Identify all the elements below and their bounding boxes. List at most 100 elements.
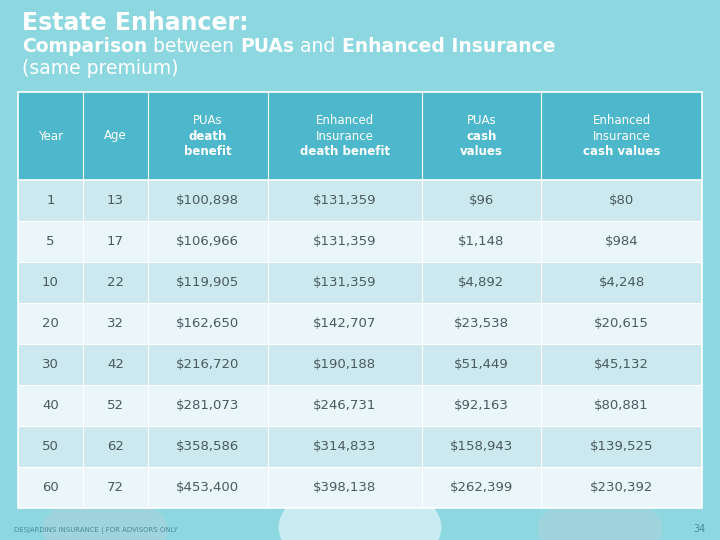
Bar — [18, 180, 702, 221]
Text: death: death — [189, 130, 227, 143]
Bar — [18, 426, 702, 467]
Text: and: and — [294, 37, 341, 56]
Text: 22: 22 — [107, 276, 124, 289]
Text: $131,359: $131,359 — [313, 194, 377, 207]
Bar — [18, 221, 702, 262]
Text: $162,650: $162,650 — [176, 317, 240, 330]
Circle shape — [560, 492, 640, 540]
Text: $51,449: $51,449 — [454, 358, 509, 371]
Text: $246,731: $246,731 — [313, 399, 377, 412]
Text: $100,898: $100,898 — [176, 194, 239, 207]
Circle shape — [618, 508, 662, 540]
Circle shape — [294, 480, 369, 540]
Text: $398,138: $398,138 — [313, 481, 377, 494]
Text: $4,892: $4,892 — [459, 276, 505, 289]
Text: $4,248: $4,248 — [598, 276, 644, 289]
Text: between: between — [148, 37, 240, 56]
Text: 62: 62 — [107, 440, 124, 453]
Text: $190,188: $190,188 — [313, 358, 376, 371]
Text: $281,073: $281,073 — [176, 399, 240, 412]
Text: PUAs: PUAs — [467, 114, 496, 127]
Text: Enhanced: Enhanced — [315, 114, 374, 127]
Text: $158,943: $158,943 — [450, 440, 513, 453]
Text: 52: 52 — [107, 399, 124, 412]
Text: PUAs: PUAs — [193, 114, 222, 127]
Text: values: values — [460, 145, 503, 158]
Text: $230,392: $230,392 — [590, 481, 653, 494]
Text: $119,905: $119,905 — [176, 276, 240, 289]
Text: 20: 20 — [42, 317, 59, 330]
Text: Year: Year — [38, 130, 63, 143]
Text: $358,586: $358,586 — [176, 440, 240, 453]
Text: $453,400: $453,400 — [176, 481, 239, 494]
Circle shape — [279, 499, 337, 540]
Text: 32: 32 — [107, 317, 124, 330]
Text: Insurance: Insurance — [593, 130, 651, 143]
Bar — [18, 344, 702, 385]
Text: 17: 17 — [107, 235, 124, 248]
Circle shape — [549, 493, 607, 540]
Text: 10: 10 — [42, 276, 59, 289]
Text: 40: 40 — [42, 399, 59, 412]
Text: $314,833: $314,833 — [313, 440, 377, 453]
Circle shape — [65, 492, 145, 540]
Text: Estate Enhancer:: Estate Enhancer: — [22, 11, 248, 35]
Circle shape — [92, 516, 140, 540]
Text: $23,538: $23,538 — [454, 317, 509, 330]
Text: Enhanced Insurance: Enhanced Insurance — [341, 37, 555, 56]
Text: $216,720: $216,720 — [176, 358, 240, 371]
Circle shape — [78, 483, 132, 537]
Text: (same premium): (same premium) — [22, 59, 179, 78]
Text: benefit: benefit — [184, 145, 232, 158]
Text: 1: 1 — [46, 194, 55, 207]
Text: $1,148: $1,148 — [458, 235, 505, 248]
Text: $96: $96 — [469, 194, 494, 207]
Text: Age: Age — [104, 130, 127, 143]
Bar — [18, 385, 702, 426]
Text: $139,525: $139,525 — [590, 440, 653, 453]
Circle shape — [538, 508, 582, 540]
Circle shape — [588, 516, 635, 540]
Text: 13: 13 — [107, 194, 124, 207]
Text: DESJARDINS INSURANCE | FOR ADVISORS ONLY: DESJARDINS INSURANCE | FOR ADVISORS ONLY — [14, 527, 178, 534]
Text: $131,359: $131,359 — [313, 276, 377, 289]
Bar — [18, 92, 702, 508]
Circle shape — [573, 483, 627, 537]
Text: $80: $80 — [609, 194, 634, 207]
Text: 42: 42 — [107, 358, 124, 371]
Circle shape — [343, 509, 406, 540]
Text: cash: cash — [467, 130, 497, 143]
Circle shape — [308, 478, 412, 540]
Bar — [18, 92, 702, 180]
Text: 5: 5 — [46, 235, 55, 248]
Text: PUAs: PUAs — [240, 37, 294, 56]
Circle shape — [123, 508, 167, 540]
Circle shape — [593, 493, 651, 540]
Text: $92,163: $92,163 — [454, 399, 509, 412]
Text: $80,881: $80,881 — [594, 399, 649, 412]
Circle shape — [98, 493, 156, 540]
Text: Comparison: Comparison — [22, 37, 148, 56]
Text: $984: $984 — [605, 235, 639, 248]
Bar — [18, 303, 702, 344]
Circle shape — [314, 509, 377, 540]
Text: Insurance: Insurance — [315, 130, 374, 143]
Bar — [18, 262, 702, 303]
Circle shape — [351, 480, 426, 540]
Circle shape — [325, 466, 395, 537]
Bar — [18, 467, 702, 508]
Text: $142,707: $142,707 — [313, 317, 377, 330]
Circle shape — [54, 493, 112, 540]
Text: $20,615: $20,615 — [594, 317, 649, 330]
Text: $262,399: $262,399 — [450, 481, 513, 494]
Circle shape — [383, 499, 441, 540]
Circle shape — [70, 516, 118, 540]
Circle shape — [43, 508, 87, 540]
Text: 50: 50 — [42, 440, 59, 453]
Text: death benefit: death benefit — [300, 145, 390, 158]
Text: Enhanced: Enhanced — [593, 114, 651, 127]
Text: $45,132: $45,132 — [594, 358, 649, 371]
Text: 60: 60 — [42, 481, 59, 494]
Text: 34: 34 — [694, 524, 706, 534]
Circle shape — [564, 516, 613, 540]
